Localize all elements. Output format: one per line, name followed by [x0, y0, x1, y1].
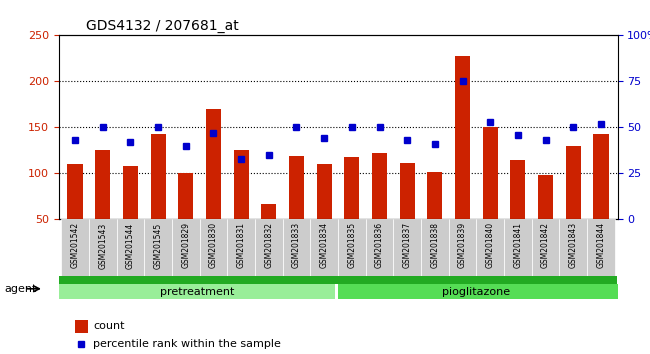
Text: GSM201838: GSM201838	[430, 222, 439, 268]
Text: pioglitazone: pioglitazone	[442, 287, 510, 297]
FancyBboxPatch shape	[116, 219, 144, 276]
Bar	[68, 164, 83, 219]
FancyBboxPatch shape	[200, 219, 227, 276]
Text: GSM201844: GSM201844	[597, 222, 605, 268]
Bar	[123, 166, 138, 219]
Text: GSM201841: GSM201841	[514, 222, 523, 268]
Bar	[372, 153, 387, 219]
FancyBboxPatch shape	[338, 284, 618, 299]
Text: GSM201837: GSM201837	[403, 222, 411, 268]
Text: GSM201830: GSM201830	[209, 222, 218, 268]
Bar	[455, 56, 470, 219]
Text: percentile rank within the sample: percentile rank within the sample	[93, 339, 281, 349]
Text: GSM201832: GSM201832	[265, 222, 273, 268]
Text: GSM201842: GSM201842	[541, 222, 550, 268]
Bar	[75, 320, 88, 333]
FancyBboxPatch shape	[338, 219, 366, 276]
Bar	[151, 134, 166, 219]
FancyBboxPatch shape	[366, 219, 393, 276]
FancyBboxPatch shape	[476, 219, 504, 276]
Bar	[566, 146, 581, 219]
FancyBboxPatch shape	[448, 219, 476, 276]
Bar	[400, 163, 415, 219]
FancyBboxPatch shape	[227, 219, 255, 276]
Text: GSM201840: GSM201840	[486, 222, 495, 268]
FancyBboxPatch shape	[58, 284, 335, 299]
FancyBboxPatch shape	[61, 219, 89, 276]
Bar	[427, 172, 443, 219]
FancyBboxPatch shape	[144, 219, 172, 276]
Text: GSM201833: GSM201833	[292, 222, 301, 268]
Text: GSM201545: GSM201545	[153, 222, 162, 269]
Text: GSM201831: GSM201831	[237, 222, 246, 268]
Bar	[344, 157, 359, 219]
FancyBboxPatch shape	[393, 219, 421, 276]
Text: GSM201835: GSM201835	[347, 222, 356, 268]
Bar	[261, 204, 276, 219]
FancyBboxPatch shape	[89, 219, 116, 276]
Text: GSM201839: GSM201839	[458, 222, 467, 268]
FancyBboxPatch shape	[421, 219, 448, 276]
Bar	[593, 134, 608, 219]
Text: GSM201542: GSM201542	[71, 222, 79, 268]
Text: GSM201829: GSM201829	[181, 222, 190, 268]
FancyBboxPatch shape	[310, 219, 338, 276]
Text: GSM201834: GSM201834	[320, 222, 329, 268]
Bar	[233, 150, 249, 219]
FancyBboxPatch shape	[255, 219, 283, 276]
Text: GSM201543: GSM201543	[98, 222, 107, 269]
FancyBboxPatch shape	[532, 219, 560, 276]
Bar	[289, 156, 304, 219]
FancyBboxPatch shape	[587, 219, 615, 276]
Bar	[95, 150, 110, 219]
FancyBboxPatch shape	[560, 219, 587, 276]
Bar	[538, 175, 553, 219]
Bar	[206, 109, 221, 219]
FancyBboxPatch shape	[283, 219, 310, 276]
Bar	[178, 173, 194, 219]
Text: agent: agent	[5, 284, 37, 294]
Text: pretreatment: pretreatment	[160, 287, 234, 297]
Bar	[510, 160, 525, 219]
FancyBboxPatch shape	[504, 219, 532, 276]
FancyBboxPatch shape	[58, 276, 618, 284]
Bar	[482, 127, 498, 219]
FancyBboxPatch shape	[172, 219, 200, 276]
Text: GSM201836: GSM201836	[375, 222, 384, 268]
Text: GSM201544: GSM201544	[126, 222, 135, 269]
Text: GSM201843: GSM201843	[569, 222, 578, 268]
Text: count: count	[93, 321, 125, 331]
Bar	[317, 164, 332, 219]
Text: GDS4132 / 207681_at: GDS4132 / 207681_at	[86, 19, 239, 33]
